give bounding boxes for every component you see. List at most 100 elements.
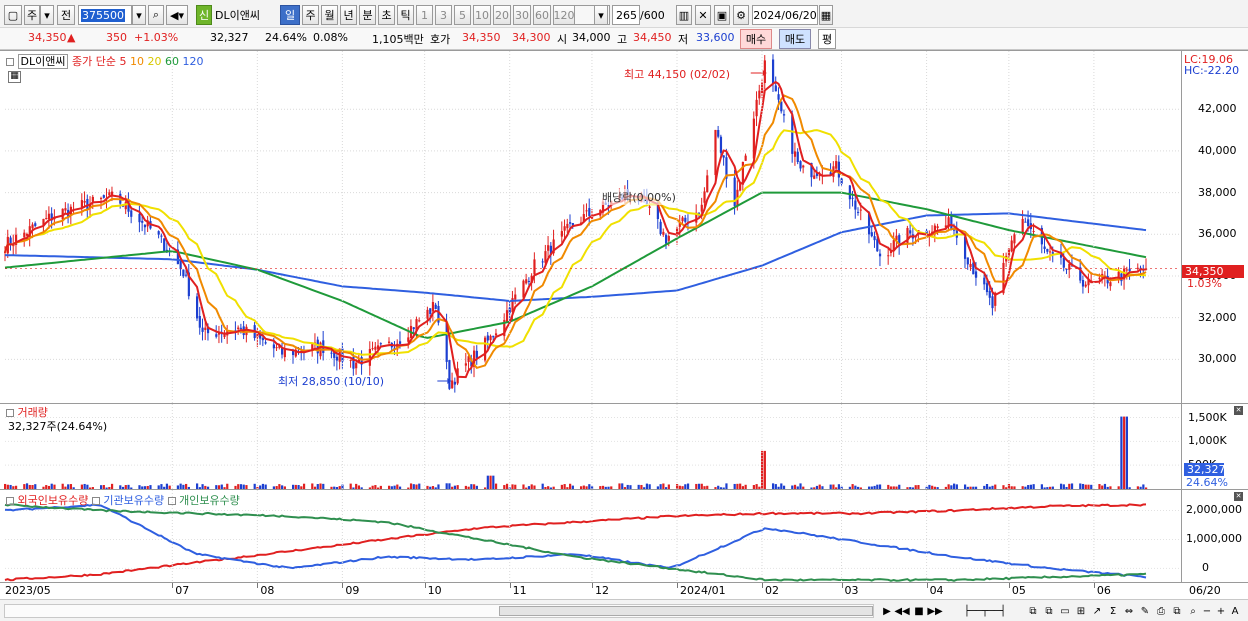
sum-icon[interactable]: Σ xyxy=(1109,605,1117,617)
price-pane[interactable]: 30,00032,00034,00036,00038,00040,00042,0… xyxy=(0,50,1248,404)
interval-button-5[interactable]: 5 xyxy=(454,5,471,25)
volume-chart xyxy=(4,404,1180,490)
candle-body xyxy=(815,172,819,176)
volume-bar xyxy=(859,487,862,489)
count-value: 265 xyxy=(616,8,637,22)
avg-button[interactable]: 평 xyxy=(818,29,836,49)
price-chart xyxy=(4,51,1180,404)
zoom-slider[interactable]: ├──┬──┤ xyxy=(963,605,1007,617)
candle-body xyxy=(108,192,111,196)
buy-button[interactable]: 매수 xyxy=(740,29,772,49)
interval-button-3[interactable]: 3 xyxy=(435,5,452,25)
candle-body xyxy=(837,161,841,178)
measure-icon[interactable]: ⇔ xyxy=(1124,605,1134,617)
zoom-out-icon[interactable]: − xyxy=(1202,605,1212,617)
volume-bar xyxy=(338,486,341,489)
period-button-0[interactable]: 일 xyxy=(280,5,300,25)
volume-bar xyxy=(857,486,860,489)
play-icon[interactable]: ▶ xyxy=(883,605,891,617)
candle-body xyxy=(91,196,94,202)
zoom-icon[interactable]: ⌕ xyxy=(1190,605,1196,617)
line-icon[interactable]: ↗ xyxy=(1092,605,1102,617)
period-button-5[interactable]: 초 xyxy=(378,5,395,25)
x-tick-label: 12 xyxy=(594,584,609,597)
volume-bar xyxy=(667,484,670,489)
bar-chart-icon[interactable]: ▥ xyxy=(676,5,692,25)
period-button-4[interactable]: 분 xyxy=(359,5,376,25)
interval-button-10[interactable]: 10 xyxy=(473,5,491,25)
close-icon[interactable]: ✕ xyxy=(1234,406,1243,415)
period-button-2[interactable]: 월 xyxy=(321,5,338,25)
crosshair-icon[interactable]: ✕ xyxy=(695,5,711,25)
fast-forward-icon[interactable]: ▶▶ xyxy=(927,605,943,617)
avg-label: 평 xyxy=(821,33,833,46)
x-tick-mark xyxy=(342,583,344,588)
interval-button-120[interactable]: 120 xyxy=(553,5,575,25)
copy-icon[interactable]: ⧉ xyxy=(1029,605,1037,617)
type-select[interactable]: 주 xyxy=(24,5,40,25)
layout-icon[interactable]: ▢ xyxy=(4,5,22,25)
draw-icon[interactable]: ✎ xyxy=(1140,605,1150,617)
candle-body xyxy=(143,224,147,228)
font-size-icon[interactable]: A xyxy=(1231,605,1239,617)
zoom-in-icon[interactable]: + xyxy=(1216,605,1226,617)
print-icon[interactable]: ⎙ xyxy=(1157,605,1165,617)
interval-button-30[interactable]: 30 xyxy=(513,5,531,25)
candle-body xyxy=(681,217,684,222)
gear-icon[interactable]: ⚙ xyxy=(733,5,749,25)
search-icon[interactable]: ⌕ xyxy=(148,5,164,25)
interval-dropdown-icon[interactable]: ▾ xyxy=(594,5,608,25)
ownership-tick-label: 2,000,000 xyxy=(1186,503,1242,517)
volume-bar xyxy=(14,485,18,489)
interval-button-20[interactable]: 20 xyxy=(493,5,511,25)
speaker-icon[interactable]: ◀▾ xyxy=(166,5,188,25)
chart-type-icon[interactable]: ⊞ xyxy=(1076,605,1086,617)
date-input[interactable]: 2024/06/20 xyxy=(752,5,818,25)
interval-button-60[interactable]: 60 xyxy=(533,5,551,25)
rewind-icon[interactable]: ◀◀ xyxy=(894,605,910,617)
scrollbar[interactable] xyxy=(4,604,874,618)
volume-bar xyxy=(714,487,717,489)
export-icon[interactable]: ⧉ xyxy=(1173,605,1181,617)
table-icon[interactable]: ▦ xyxy=(8,71,21,83)
candle-body xyxy=(741,161,745,185)
candle-body xyxy=(667,236,670,241)
prev-button[interactable]: 전 xyxy=(57,5,75,25)
scroll-thumb[interactable] xyxy=(499,606,873,616)
ownership-pane[interactable]: 0 1,000,000 2,000,000 외국인보유수량 기관보유수량 개인보유수… xyxy=(0,489,1248,583)
count-input[interactable]: 265 xyxy=(612,5,640,25)
volume-bar xyxy=(245,485,248,489)
layers-icon[interactable]: ⧉ xyxy=(1045,605,1053,617)
candle-body xyxy=(1046,249,1049,252)
x-tick-mark xyxy=(509,583,511,588)
calendar-icon[interactable]: ▦ xyxy=(819,5,833,25)
volume-bar xyxy=(590,486,594,489)
low-label: 저 xyxy=(678,33,689,46)
volume-bar xyxy=(198,487,201,489)
volume-bar xyxy=(623,487,627,489)
period-button-3[interactable]: 년 xyxy=(340,5,357,25)
code-dropdown-icon[interactable]: ▾ xyxy=(132,5,146,25)
candle-body xyxy=(434,304,437,309)
close-icon[interactable]: ✕ xyxy=(1234,492,1243,501)
period-button-6[interactable]: 틱 xyxy=(397,5,414,25)
volume-bar xyxy=(360,487,363,489)
stock-name: DL이앤씨 xyxy=(213,5,277,25)
volume-bar xyxy=(322,483,325,489)
volume-bar xyxy=(34,484,37,489)
candle-body xyxy=(552,239,555,254)
stock-code-input[interactable]: 375500 xyxy=(78,5,132,25)
candle-body xyxy=(867,212,871,235)
chevron-down-icon[interactable]: ▾ xyxy=(40,5,54,25)
compare-icon[interactable]: ▭ xyxy=(1060,605,1070,617)
interval-button-1[interactable]: 1 xyxy=(416,5,433,25)
sell-button[interactable]: 매도 xyxy=(779,29,811,49)
stop-icon[interactable]: ■ xyxy=(914,605,924,617)
save-icon[interactable]: ▣ xyxy=(714,5,730,25)
candle-body xyxy=(102,195,105,198)
volume-bar xyxy=(870,486,873,489)
period-button-1[interactable]: 주 xyxy=(302,5,319,25)
candle-body xyxy=(283,349,286,358)
candle-body xyxy=(813,175,816,179)
